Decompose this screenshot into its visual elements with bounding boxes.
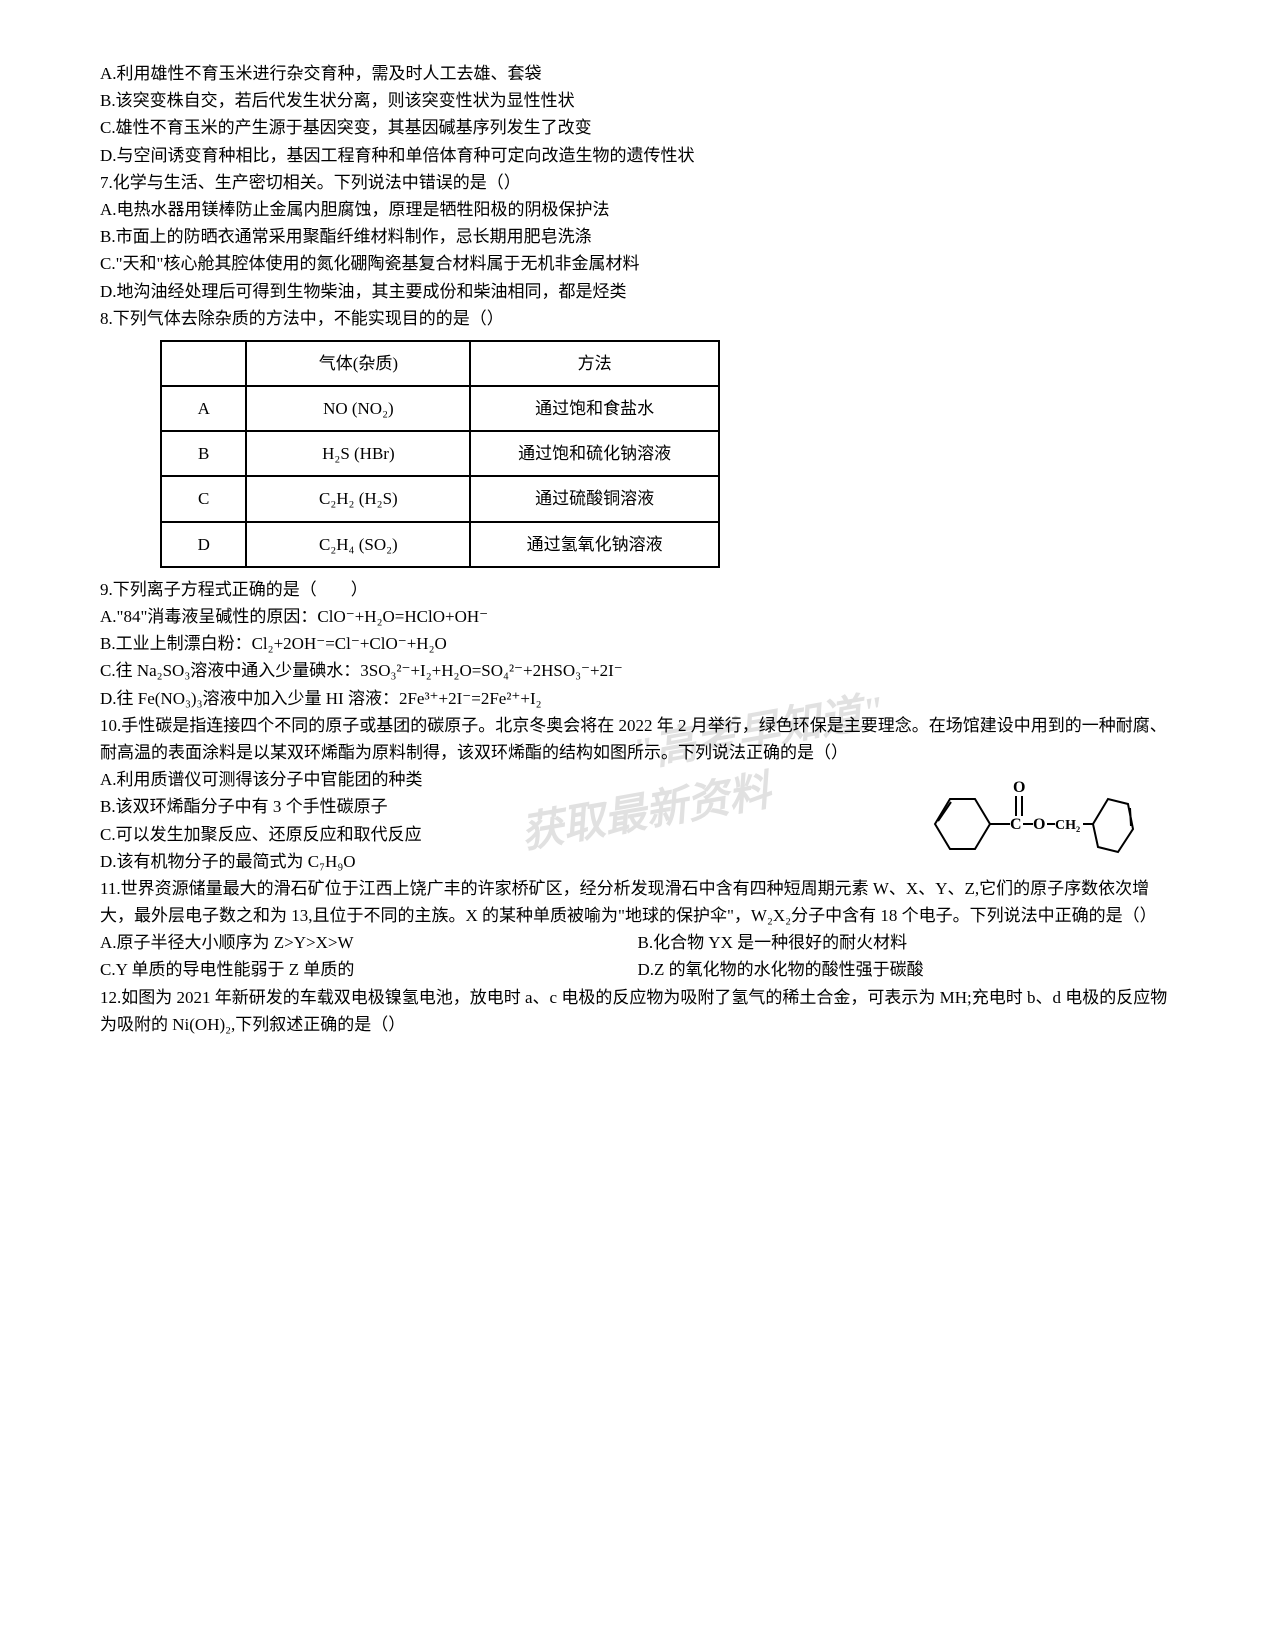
- q11-option-d: D.Z 的氧化物的水化物的酸性强于碳酸: [638, 956, 1176, 983]
- table-header-row: 气体(杂质) 方法: [161, 341, 719, 386]
- q10-stem: 10.手性碳是指连接四个不同的原子或基团的碳原子。北京冬奥会将在 2022 年 …: [100, 712, 1175, 766]
- q9-option-b: B.工业上制漂白粉：Cl₂+2OH⁻=Cl⁻+ClO⁻+H₂O: [100, 630, 1175, 657]
- table-cell: NO (NO₂): [246, 386, 470, 431]
- q6-option-d: D.与空间诱变育种相比，基因工程育种和单倍体育种可定向改造生物的遗传性状: [100, 142, 1175, 169]
- q8-stem: 8.下列气体去除杂质的方法中，不能实现目的的是（）: [100, 305, 1175, 332]
- q11-option-b: B.化合物 YX 是一种很好的耐火材料: [638, 929, 1176, 956]
- table-header-cell: [161, 341, 246, 386]
- table-cell: 通过饱和食盐水: [470, 386, 719, 431]
- q7-option-a: A.电热水器用镁棒防止金属内胆腐蚀，原理是牺牲阳极的阴极保护法: [100, 196, 1175, 223]
- q8-table: 气体(杂质) 方法 A NO (NO₂) 通过饱和食盐水 B H₂S (HBr)…: [160, 340, 720, 568]
- q11-option-c: C.Y 单质的导电性能弱于 Z 单质的: [100, 956, 638, 983]
- table-cell: B: [161, 431, 246, 476]
- table-cell: A: [161, 386, 246, 431]
- q9-option-c: C.往 Na₂SO₃溶液中通入少量碘水：3SO₃²⁻+I₂+H₂O=SO₄²⁻+…: [100, 657, 1175, 684]
- q9-stem: 9.下列离子方程式正确的是（ ）: [100, 576, 1175, 603]
- table-header-cell: 方法: [470, 341, 719, 386]
- q12-stem: 12.如图为 2021 年新研发的车载双电极镍氢电池，放电时 a、c 电极的反应…: [100, 984, 1175, 1038]
- table-row: D C₂H₄ (SO₂) 通过氢氧化钠溶液: [161, 522, 719, 567]
- table-cell: 通过硫酸铜溶液: [470, 476, 719, 521]
- q7-option-d: D.地沟油经处理后可得到生物柴油，其主要成份和柴油相同，都是烃类: [100, 278, 1175, 305]
- q6-option-b: B.该突变株自交，若后代发生状分离，则该突变性状为显性性状: [100, 87, 1175, 114]
- svg-text:O: O: [1013, 779, 1025, 796]
- table-cell: H₂S (HBr): [246, 431, 470, 476]
- q11-stem: 11.世界资源储量最大的滑石矿位于江西上饶广丰的许家桥矿区，经分析发现滑石中含有…: [100, 875, 1175, 929]
- table-cell: C₂H₂ (H₂S): [246, 476, 470, 521]
- table-cell: 通过饱和硫化钠溶液: [470, 431, 719, 476]
- q7-option-c: C."天和"核心舱其腔体使用的氮化硼陶瓷基复合材料属于无机非金属材料: [100, 250, 1175, 277]
- svg-text:O: O: [1033, 816, 1045, 833]
- q9-option-a: A."84"消毒液呈碱性的原因：ClO⁻+H₂O=HClO+OH⁻: [100, 603, 1175, 630]
- q6-option-c: C.雄性不育玉米的产生源于基因突变，其基因碱基序列发生了改变: [100, 114, 1175, 141]
- q9-option-d: D.往 Fe(NO₃)₃溶液中加入少量 HI 溶液：2Fe³⁺+2I⁻=2Fe²…: [100, 685, 1175, 712]
- table-cell: D: [161, 522, 246, 567]
- table-cell: C₂H₄ (SO₂): [246, 522, 470, 567]
- q6-option-a: A.利用雄性不育玉米进行杂交育种，需及时人工去雄、套袋: [100, 60, 1175, 87]
- table-row: A NO (NO₂) 通过饱和食盐水: [161, 386, 719, 431]
- q7-stem: 7.化学与生活、生产密切相关。下列说法中错误的是（）: [100, 169, 1175, 196]
- table-row: B H₂S (HBr) 通过饱和硫化钠溶液: [161, 431, 719, 476]
- table-cell: 通过氢氧化钠溶液: [470, 522, 719, 567]
- q11-option-a: A.原子半径大小顺序为 Z>Y>X>W: [100, 929, 638, 956]
- svg-text:CH₂: CH₂: [1055, 818, 1080, 833]
- table-cell: C: [161, 476, 246, 521]
- molecule-diagram: C O O CH₂: [915, 774, 1135, 874]
- q7-option-b: B.市面上的防晒衣通常采用聚酯纤维材料制作，忌长期用肥皂洗涤: [100, 223, 1175, 250]
- table-header-cell: 气体(杂质): [246, 341, 470, 386]
- table-row: C C₂H₂ (H₂S) 通过硫酸铜溶液: [161, 476, 719, 521]
- svg-text:C: C: [1010, 816, 1022, 833]
